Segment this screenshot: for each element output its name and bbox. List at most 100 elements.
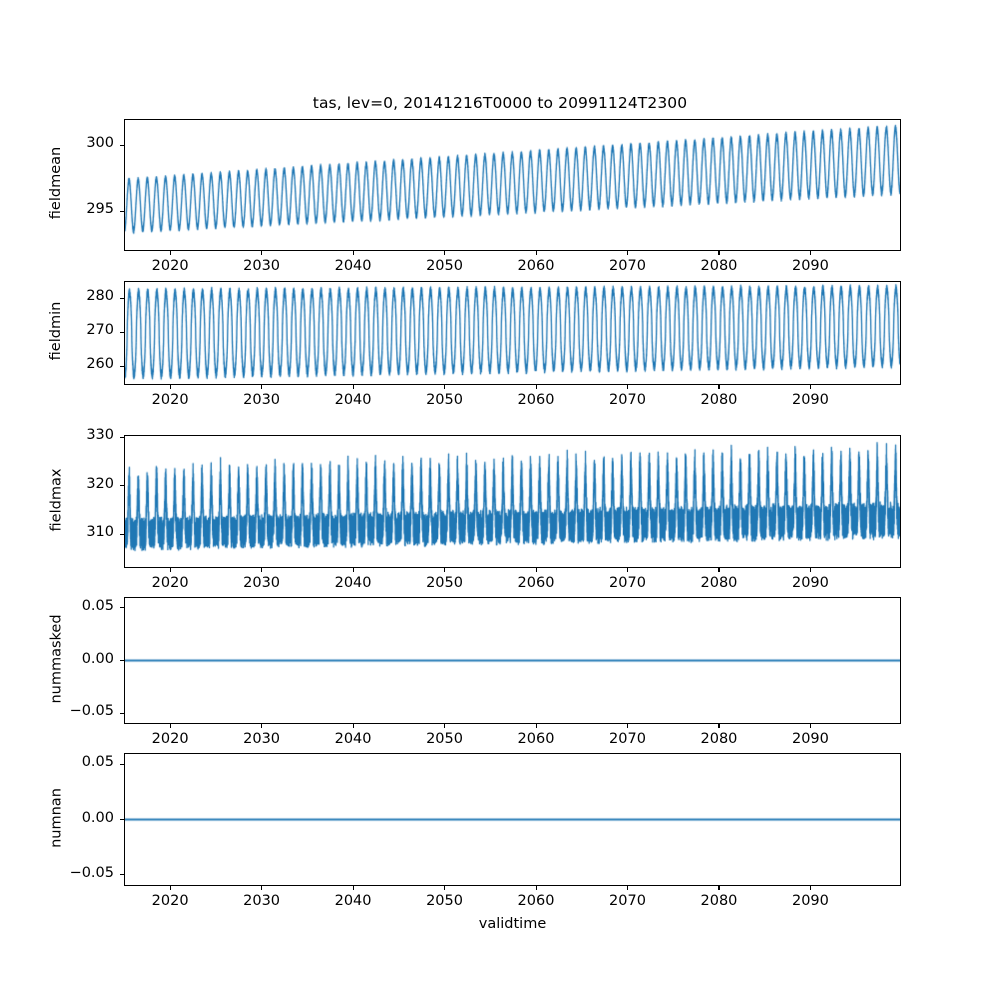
xtick-label-fieldmin-3: 2050	[426, 392, 463, 408]
plot-line-fieldmax	[125, 436, 900, 567]
xtick-mark-fieldmin-2	[352, 385, 354, 390]
xtick-mark-fieldmean-4	[535, 251, 537, 256]
ytick-mark-fieldmax-2	[119, 436, 124, 438]
xtick-label-fieldmean-1: 2030	[243, 258, 281, 274]
xtick-mark-fieldmean-2	[352, 251, 354, 256]
xtick-label-numnan-0: 2020	[151, 893, 189, 909]
ytick-label-nummasked-1: 0.00	[81, 650, 114, 667]
ytick-mark-nummasked-1	[119, 660, 124, 662]
plot-line-fieldmean	[125, 120, 900, 250]
xtick-label-fieldmax-5: 2070	[609, 575, 646, 591]
xtick-mark-nummasked-4	[535, 724, 537, 729]
xtick-label-fieldmin-2: 2040	[334, 392, 372, 408]
xtick-label-fieldmax-7: 2090	[791, 575, 829, 591]
ytick-label-nummasked-2: 0.05	[81, 597, 114, 614]
xtick-mark-numnan-1	[261, 886, 263, 891]
xtick-mark-nummasked-7	[809, 724, 811, 729]
xtick-mark-numnan-2	[352, 886, 354, 891]
xtick-mark-fieldmax-7	[809, 568, 811, 573]
xtick-label-nummasked-3: 2050	[426, 731, 463, 747]
ytick-mark-nummasked-2	[119, 607, 124, 609]
xtick-mark-nummasked-1	[261, 724, 263, 729]
ytick-label-numnan-1: 0.00	[81, 809, 114, 826]
ytick-label-fieldmin-1: 270	[86, 322, 114, 339]
ytick-mark-fieldmin-1	[119, 331, 124, 333]
xtick-label-fieldmax-2: 2040	[334, 575, 372, 591]
xtick-label-fieldmin-7: 2090	[791, 392, 829, 408]
ytick-label-fieldmax-2: 330	[86, 427, 114, 444]
xtick-label-fieldmin-4: 2060	[517, 392, 555, 408]
plot-panel-nummasked	[124, 597, 901, 724]
xtick-mark-fieldmax-0	[169, 568, 171, 573]
ytick-mark-fieldmean-1	[119, 144, 124, 146]
plot-line-fieldmin	[125, 282, 900, 384]
xtick-label-fieldmean-3: 2050	[426, 258, 463, 274]
ytick-mark-fieldmin-2	[119, 297, 124, 299]
xtick-mark-fieldmean-1	[261, 251, 263, 256]
plot-line-nummasked	[125, 598, 900, 723]
xtick-mark-numnan-7	[809, 886, 811, 891]
xtick-mark-numnan-3	[444, 886, 446, 891]
ytick-label-fieldmin-0: 260	[86, 356, 114, 373]
xtick-label-nummasked-7: 2090	[791, 731, 829, 747]
xtick-mark-fieldmax-2	[352, 568, 354, 573]
xtick-mark-fieldmean-7	[809, 251, 811, 256]
xtick-label-fieldmin-6: 2080	[700, 392, 738, 408]
ytick-mark-nummasked-0	[119, 712, 124, 714]
xtick-mark-fieldmean-0	[169, 251, 171, 256]
ytick-mark-numnan-2	[119, 763, 124, 765]
xtick-label-nummasked-1: 2030	[243, 731, 281, 747]
plot-panel-numnan	[124, 753, 901, 886]
xtick-mark-fieldmax-6	[718, 568, 720, 573]
xtick-mark-fieldmin-6	[718, 385, 720, 390]
ytick-label-nummasked-0: −0.05	[69, 703, 114, 720]
xtick-mark-nummasked-3	[444, 724, 446, 729]
ytick-mark-fieldmin-0	[119, 365, 124, 367]
xtick-label-fieldmean-2: 2040	[334, 258, 372, 274]
xtick-mark-fieldmax-3	[444, 568, 446, 573]
xtick-mark-fieldmax-1	[261, 568, 263, 573]
xtick-mark-nummasked-2	[352, 724, 354, 729]
figure-title: tas, lev=0, 20141216T0000 to 20991124T23…	[312, 94, 688, 112]
xtick-label-nummasked-0: 2020	[151, 731, 189, 747]
xtick-mark-fieldmean-3	[444, 251, 446, 256]
xtick-mark-fieldmin-4	[535, 385, 537, 390]
xtick-mark-nummasked-0	[169, 724, 171, 729]
xtick-label-numnan-5: 2070	[609, 893, 646, 909]
xtick-mark-fieldmin-7	[809, 385, 811, 390]
xtick-mark-fieldmin-1	[261, 385, 263, 390]
xtick-label-fieldmin-0: 2020	[151, 392, 189, 408]
plot-panel-fieldmin	[124, 281, 901, 385]
xtick-label-numnan-3: 2050	[426, 893, 463, 909]
xtick-mark-fieldmean-6	[718, 251, 720, 256]
xtick-label-fieldmax-6: 2080	[700, 575, 738, 591]
ytick-mark-fieldmax-1	[119, 485, 124, 487]
xtick-label-numnan-2: 2040	[334, 893, 372, 909]
xtick-label-fieldmean-0: 2020	[151, 258, 189, 274]
xtick-label-fieldmin-1: 2030	[243, 392, 281, 408]
xtick-label-fieldmax-4: 2060	[517, 575, 555, 591]
plot-panel-fieldmean	[124, 119, 901, 251]
xtick-label-numnan-7: 2090	[791, 893, 829, 909]
xtick-mark-fieldmean-5	[626, 251, 629, 256]
xtick-label-fieldmax-3: 2050	[426, 575, 463, 591]
xtick-mark-fieldmax-5	[626, 568, 629, 573]
ytick-label-fieldmax-0: 310	[86, 524, 114, 541]
xtick-label-nummasked-4: 2060	[517, 731, 555, 747]
xtick-label-fieldmean-6: 2080	[700, 258, 738, 274]
xtick-label-fieldmean-7: 2090	[791, 258, 829, 274]
ytick-mark-numnan-1	[119, 819, 124, 821]
ytick-label-numnan-2: 0.05	[81, 754, 114, 771]
ytick-label-numnan-0: −0.05	[69, 864, 114, 881]
ytick-mark-fieldmax-0	[119, 533, 124, 535]
xtick-mark-numnan-4	[535, 886, 537, 891]
xtick-mark-fieldmax-4	[535, 568, 537, 573]
plot-line-numnan	[125, 754, 900, 885]
ytick-mark-numnan-0	[119, 874, 124, 876]
xtick-label-fieldmean-4: 2060	[517, 258, 555, 274]
xtick-mark-numnan-0	[169, 886, 171, 891]
xtick-mark-numnan-6	[718, 886, 720, 891]
xtick-mark-numnan-5	[626, 886, 629, 891]
ylabel-numnan: numnan	[48, 787, 64, 848]
